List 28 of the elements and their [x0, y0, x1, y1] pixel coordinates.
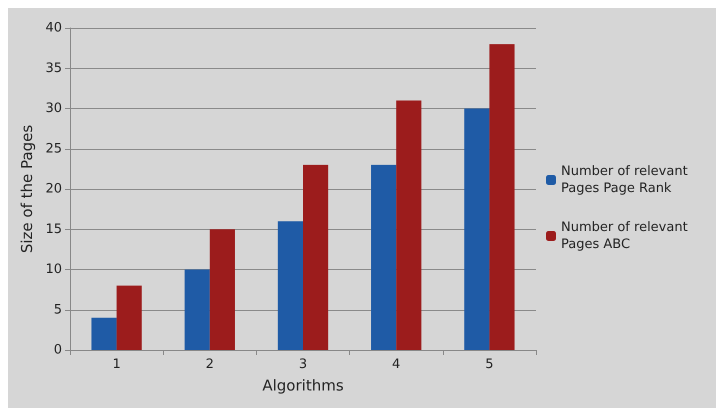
bar — [371, 164, 396, 350]
bar — [116, 286, 142, 350]
x-tick-label: 3 — [298, 357, 308, 372]
legend-label: Number of relevant Pages Page Rank — [561, 164, 692, 196]
x-tick-label: 2 — [206, 357, 214, 372]
y-tick-label: 20 — [45, 182, 62, 196]
y-tick-label: 30 — [45, 101, 62, 116]
x-tick-label: 4 — [392, 357, 400, 372]
bar — [464, 108, 490, 350]
bar — [184, 270, 210, 350]
bar — [303, 164, 328, 350]
bar — [210, 229, 235, 350]
y-tick-label: 5 — [54, 302, 62, 318]
bar — [489, 44, 515, 350]
y-tick-label: 35 — [45, 60, 62, 76]
y-tick-label: 0 — [54, 342, 62, 358]
y-tick-label: 40 — [45, 20, 62, 36]
x-tick-label: 1 — [112, 357, 121, 372]
legend-label: Number of relevant Pages ABC — [561, 220, 692, 252]
bar — [396, 100, 422, 350]
bar — [278, 221, 303, 350]
y-tick-label: 25 — [45, 141, 62, 156]
y-axis-title: Size of the Pages — [18, 124, 36, 254]
bar — [91, 318, 117, 350]
x-tick-label: 5 — [485, 357, 494, 372]
y-tick-label: 15 — [45, 222, 62, 237]
y-tick-label: 10 — [45, 262, 62, 277]
x-axis-title: Algorithms — [262, 376, 344, 394]
